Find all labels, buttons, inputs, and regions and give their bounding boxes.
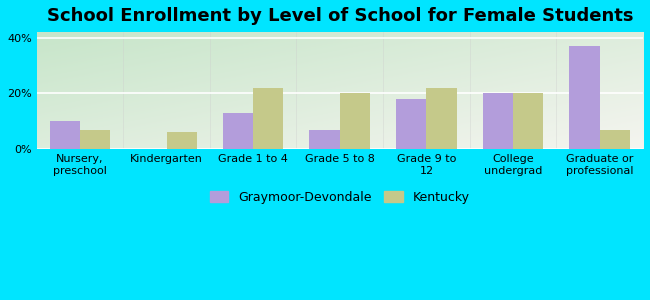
Legend: Graymoor-Devondale, Kentucky: Graymoor-Devondale, Kentucky bbox=[209, 191, 470, 204]
Bar bbox=[80, 130, 111, 149]
Bar bbox=[569, 46, 600, 149]
Bar bbox=[513, 93, 543, 149]
Bar bbox=[223, 113, 253, 149]
Bar bbox=[49, 121, 80, 149]
Bar bbox=[309, 130, 340, 149]
Bar bbox=[253, 88, 283, 149]
Bar bbox=[340, 93, 370, 149]
Bar bbox=[483, 93, 513, 149]
Bar bbox=[600, 130, 630, 149]
Bar bbox=[426, 88, 457, 149]
Title: School Enrollment by Level of School for Female Students: School Enrollment by Level of School for… bbox=[47, 7, 633, 25]
Bar bbox=[396, 99, 426, 149]
Bar bbox=[166, 133, 197, 149]
